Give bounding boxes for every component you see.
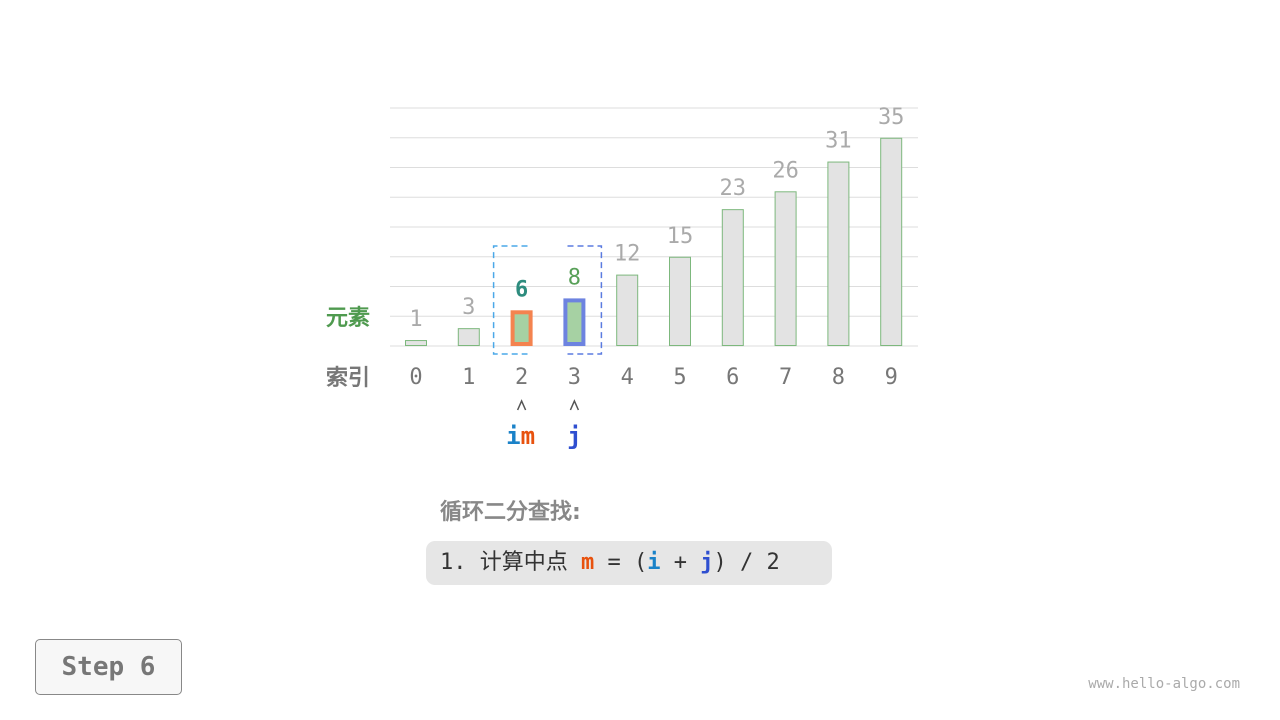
index-tick: 5	[673, 365, 686, 390]
index-tick: 3	[568, 365, 581, 390]
code-plus: +	[660, 550, 701, 575]
watermark: www.hello-algo.com	[1088, 676, 1240, 692]
bar	[774, 191, 797, 346]
bar	[457, 328, 480, 346]
index-tick: 2	[515, 365, 528, 390]
value-label: 6	[515, 277, 528, 302]
value-label: 1	[409, 307, 422, 332]
bar	[721, 209, 744, 346]
index-tick: 4	[621, 365, 634, 390]
bar	[616, 274, 639, 347]
value-label: 12	[614, 242, 641, 267]
index-tick: 0	[409, 365, 422, 390]
pointer-i: i	[506, 422, 520, 450]
value-label: 15	[667, 224, 694, 249]
pointer-arrow-icon	[516, 399, 527, 411]
code-line: 1. 计算中点 m = (i + j) / 2	[426, 541, 832, 585]
index-tick: 6	[726, 365, 739, 390]
section-title: 循环二分查找:	[440, 500, 581, 525]
index-label: 索引	[326, 366, 371, 391]
code-prefix: 1. 计算中点	[440, 550, 581, 575]
value-label: 26	[772, 158, 799, 183]
bar	[510, 310, 533, 346]
value-label: 3	[462, 295, 475, 320]
value-label: 8	[568, 265, 581, 290]
code-eq: = (	[594, 550, 648, 575]
code-m: m	[580, 550, 595, 575]
value-label: 31	[825, 129, 852, 154]
bar	[880, 137, 903, 346]
value-label: 35	[878, 105, 905, 130]
index-tick: 1	[462, 365, 475, 390]
code-j: j	[700, 550, 714, 575]
index-tick: 7	[779, 365, 792, 390]
value-label: 23	[720, 176, 747, 201]
pointer-arrow-icon	[569, 399, 580, 411]
index-tick: 9	[885, 365, 898, 390]
code-i: i	[647, 550, 661, 575]
bar	[563, 298, 586, 346]
bar	[827, 161, 850, 346]
pointer-m: m	[521, 422, 535, 450]
bar	[405, 340, 427, 346]
pointer-j: j	[567, 422, 581, 450]
code-suffix: ) / 2	[713, 550, 780, 575]
index-tick: 8	[832, 365, 845, 390]
elements-label: 元素	[326, 306, 371, 331]
step-button[interactable]: Step 6	[35, 639, 182, 695]
bar	[669, 256, 691, 346]
